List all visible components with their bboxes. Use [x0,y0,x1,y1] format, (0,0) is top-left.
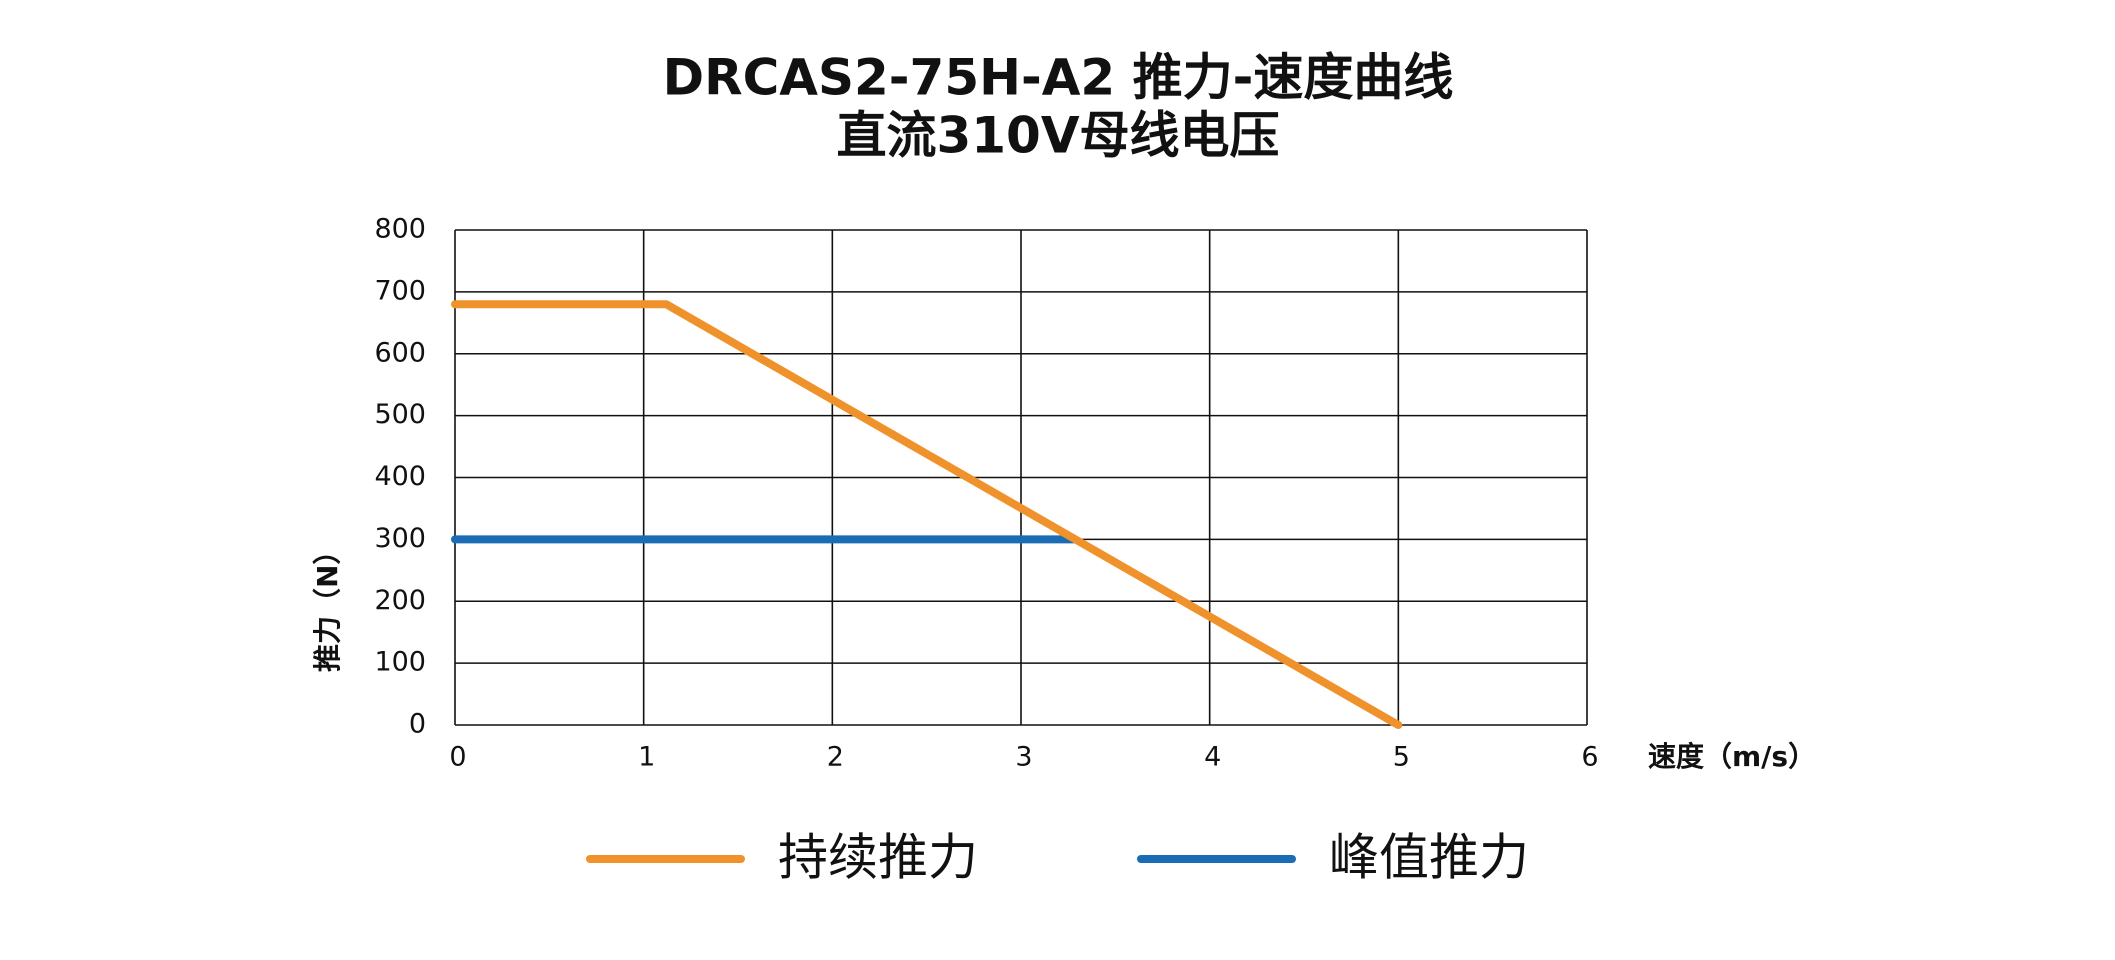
y-tick-label: 200 [374,585,426,616]
y-tick-label: 100 [374,647,426,678]
y-tick-label: 800 [374,214,426,245]
legend-label: 峰值推力 [1329,829,1529,887]
x-tick-label: 1 [638,742,655,773]
x-tick-label: 6 [1581,742,1598,773]
chart-subtitle: 直流310V母线电压 [836,107,1279,165]
y-tick-label: 500 [374,399,426,430]
y-tick-label: 600 [374,337,426,368]
x-axis-label: 速度（m/s） [1648,740,1816,773]
x-tick-label: 5 [1393,742,1410,773]
x-tick-label: 4 [1204,742,1221,773]
y-tick-label: 700 [374,275,426,306]
y-tick-label: 300 [374,523,426,554]
x-tick-label: 2 [827,742,844,773]
x-tick-label: 0 [449,742,466,773]
x-tick-label: 3 [1015,742,1032,773]
y-tick-label: 0 [409,709,426,740]
legend-label: 持续推力 [778,829,978,887]
y-axis-label: 推力（N） [311,537,344,672]
chart-title: DRCAS2-75H-A2 推力-速度曲线 [663,49,1454,107]
series-line [451,300,1403,729]
y-tick-label: 400 [374,461,426,492]
